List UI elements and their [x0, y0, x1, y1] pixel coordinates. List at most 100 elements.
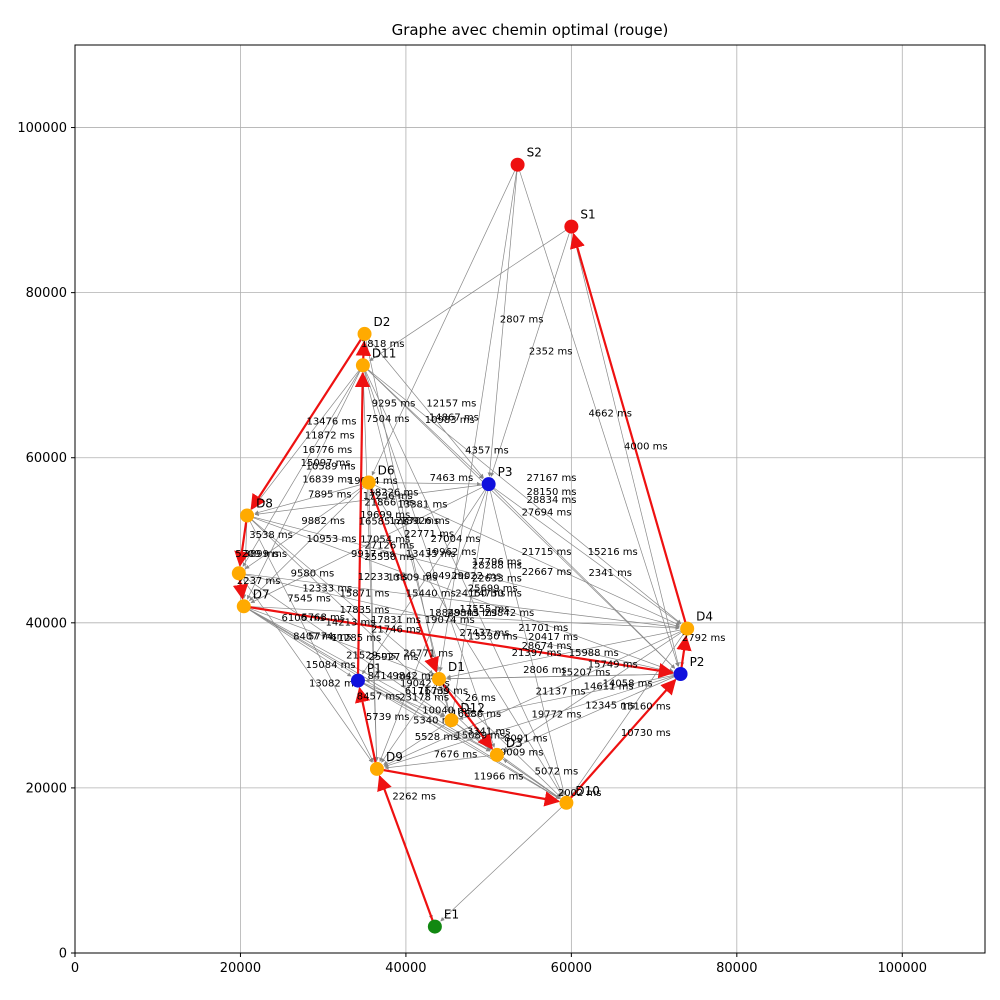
edge-D6-D4 — [368, 482, 681, 626]
edge-weight-label: 27004 ms — [431, 534, 481, 545]
edge-D8-D1 — [246, 515, 434, 675]
edge-P2-D3 — [503, 673, 681, 753]
edge-P1-D1 — [357, 677, 432, 682]
node-label-D11: D11 — [372, 346, 397, 360]
path-edge-P1-D11 — [354, 371, 371, 681]
edge-weight-label: 8001 ms — [504, 734, 548, 745]
edge-D3-D9 — [384, 754, 497, 770]
edge-P1-D10 — [357, 680, 560, 800]
node-D6 — [361, 475, 376, 490]
node-D12 — [444, 713, 459, 728]
y-tick-label: 20000 — [26, 781, 67, 796]
edge-D1-D9 — [381, 678, 440, 763]
edge-weight-label: 9049 ms — [425, 571, 469, 582]
edge-weight-label: 22633 ms — [472, 574, 522, 585]
edge-D4-D3 — [503, 628, 688, 751]
edge-weight-label: 25530 ms — [364, 552, 414, 563]
edge-weight-label: 10953 ms — [306, 534, 356, 545]
optimal-path — [232, 232, 692, 927]
edge-D5-D4 — [238, 572, 680, 630]
node-P1 — [350, 673, 365, 688]
edge-D5-P2 — [238, 572, 674, 674]
node-S1 — [564, 219, 579, 234]
edge-D4-D10 — [570, 628, 688, 797]
edge-weight-label: 13476 ms — [306, 417, 356, 428]
edge-D1-D10 — [438, 678, 561, 798]
edge-weight-label: 7463 ms — [430, 473, 474, 484]
edge-weight-label: 14730 ms — [472, 588, 522, 599]
node-label-S2: S2 — [527, 146, 542, 160]
edge-weight-label: 15440 ms — [406, 588, 456, 599]
edge-D7-P1 — [243, 606, 352, 677]
path-edge-D6-D1 — [367, 482, 439, 673]
node-D11 — [355, 358, 370, 373]
edge-weight-label: 29022 ms — [451, 571, 501, 582]
edge-weight-label: 22771 ms — [404, 529, 454, 540]
edge-S2-D6 — [371, 164, 518, 476]
edge-weight-label: 5768 ms — [301, 612, 345, 623]
edge-D6-D9 — [368, 482, 379, 762]
plot-frame — [74, 44, 986, 954]
edge-weight-label: 8414 ms — [368, 671, 412, 682]
node-label-D9: D9 — [386, 750, 403, 764]
edge-weight-label: 22667 ms — [522, 567, 572, 578]
edge-weight-label: 25699 ms — [468, 583, 518, 594]
edge-weight-label: 14611 ms — [584, 682, 634, 693]
edge-weight-label: 21746 ms — [371, 625, 421, 636]
node-label-D8: D8 — [256, 497, 273, 511]
edge-D11-D12 — [362, 365, 451, 713]
node-label-P2: P2 — [690, 655, 705, 669]
edge-weight-label: 7895 ms — [308, 489, 352, 500]
node-D2 — [357, 326, 372, 341]
edge-weight-label: 5340 ms — [413, 716, 457, 727]
edge-weight-label: 10983 ms — [425, 415, 475, 426]
edge-weight-label: 19074 ms — [425, 615, 475, 626]
path-edge-D4-S1 — [570, 232, 689, 629]
path-edge-D1-D3 — [438, 678, 493, 750]
node-label-D10: D10 — [575, 784, 600, 798]
node-label-D4: D4 — [696, 610, 713, 624]
edge-weight-label: 13309 ms — [388, 573, 438, 584]
edge-weight-label: 17555 ms — [460, 604, 510, 615]
node-label-D3: D3 — [506, 736, 523, 750]
edge-weight-label: 21866 ms — [364, 498, 414, 509]
y-tick-label: 100000 — [17, 121, 67, 136]
edge-D11-P3 — [362, 365, 484, 479]
edge-D8-D9 — [246, 515, 374, 763]
edge-D8-D3 — [246, 515, 492, 750]
edge-D6-D8 — [254, 482, 369, 515]
edge-weight-label: 15097 ms — [301, 458, 351, 469]
edge-P1-D3 — [357, 680, 491, 752]
edge-weight-label: 27167 ms — [527, 473, 577, 484]
x-tick-label: 20000 — [220, 961, 261, 976]
edge-weight-label: 5774 ms — [308, 631, 352, 642]
edge-weight-label: 3341 ms — [467, 726, 511, 737]
edge-weight-label: 5739 ms — [366, 712, 410, 723]
edge-weight-label: 15749 ms — [588, 659, 638, 670]
node-E1 — [427, 919, 442, 934]
edge-weight-label: 12233 ms — [358, 572, 408, 583]
edge-weight-label: 17796 ms — [472, 557, 522, 568]
edge-S1-D11 — [369, 226, 572, 362]
edge-D2-P3 — [364, 333, 484, 479]
edge-D7-D4 — [243, 605, 680, 631]
edge-P3-D8 — [254, 483, 489, 517]
edge-weight-label: 27126 ms — [364, 541, 414, 552]
edge-weight-label: 8407 ms — [293, 631, 337, 642]
edge-weight-label: 28834 ms — [527, 495, 577, 506]
edge-weight-label: 17831 ms — [371, 615, 421, 626]
edge-weight-label: 28674 ms — [522, 641, 572, 652]
edge-weight-label: 2002 ms — [558, 788, 602, 799]
edge-weight-label: 7545 ms — [287, 593, 331, 604]
edge-weight-label: 15988 ms — [569, 648, 619, 659]
edge-P3-D10 — [488, 484, 566, 796]
path-edge-D9-D10 — [376, 767, 561, 807]
edge-weight-label: 18926 ms — [400, 516, 450, 527]
edge-weight-label: 4357 ms — [465, 446, 509, 457]
edge-D5-D12 — [238, 573, 446, 716]
edge-P2-D12 — [458, 673, 681, 720]
edge-weight-label: 15871 ms — [340, 588, 390, 599]
node-label-P1: P1 — [367, 662, 382, 676]
edge-weight-label: 11285 ms — [331, 633, 381, 644]
